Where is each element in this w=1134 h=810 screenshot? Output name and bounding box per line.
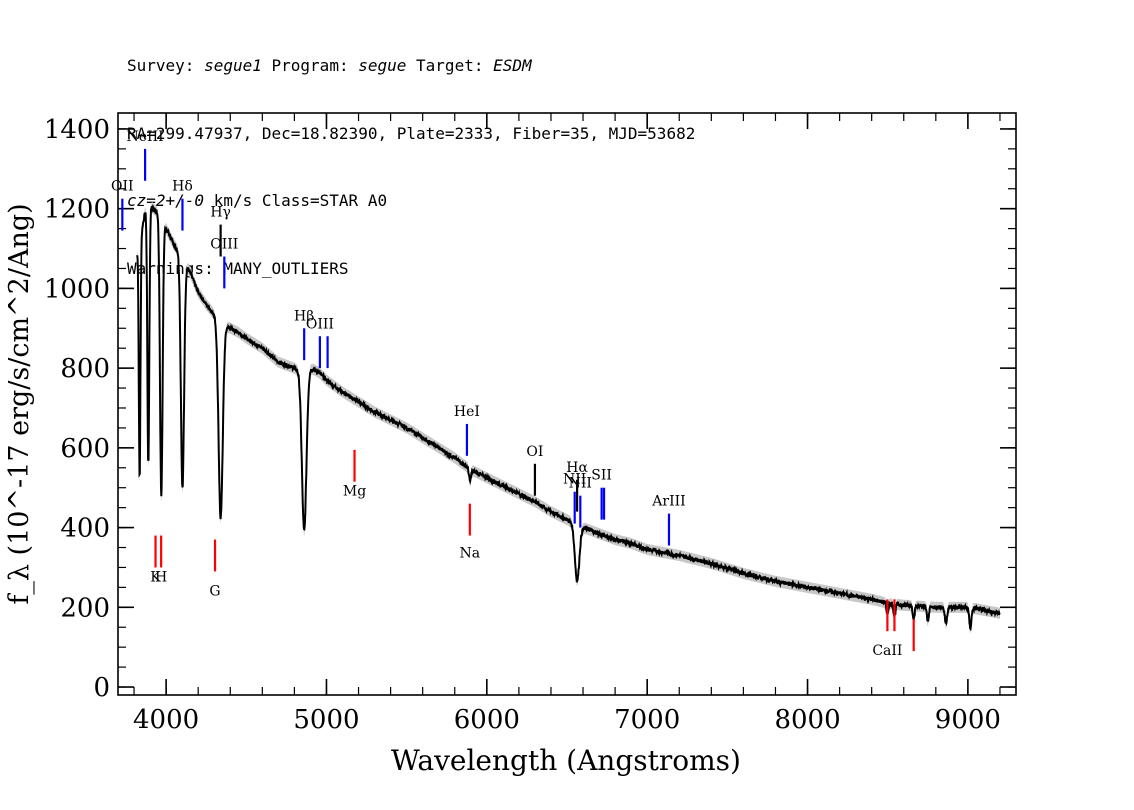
- spectrum-header: Survey: segue1 Program: segue Target: ES…: [127, 10, 695, 303]
- emission-line-label: NII: [563, 472, 586, 488]
- emission-line-label: SII: [591, 468, 612, 484]
- x-axis-label: Wavelength (Angstroms): [391, 744, 741, 777]
- x-tick-label: 9000: [935, 705, 1001, 735]
- emission-line-label: OIII: [210, 237, 238, 253]
- y-tick-label: 1200: [44, 195, 110, 225]
- x-tick-label: 7000: [614, 705, 680, 735]
- emission-line-label: ArIII: [651, 494, 685, 510]
- x-tick-label: 5000: [293, 705, 359, 735]
- emission-line-label: Hα: [566, 460, 588, 476]
- y-tick-label: 400: [60, 514, 110, 544]
- y-tick-label: 800: [60, 354, 110, 384]
- emission-line-label: OI: [526, 444, 543, 460]
- absorption-line-label: K: [150, 569, 161, 585]
- emission-line-label: OII: [111, 179, 134, 195]
- emission-line-label: Hδ: [172, 179, 193, 195]
- absorption-line-label: Mg: [343, 484, 366, 500]
- emission-line-label: Hγ: [210, 205, 231, 221]
- spectrum-series: [136, 202, 1001, 634]
- emission-line-label: NeIII: [127, 129, 164, 145]
- absorption-line-label: G: [209, 583, 220, 599]
- spectrum-line: [136, 204, 1001, 632]
- plot-axes: 4000 5000 6000 7000 8000 9000 0 200 400 600 800 100…: [44, 112, 1017, 735]
- emission-line-label: Hβ: [294, 308, 314, 324]
- absorption-line-label: Na: [460, 545, 481, 561]
- survey-label: Survey:: [127, 56, 195, 75]
- y-tick-label: 200: [60, 593, 110, 623]
- survey-value: segue1: [204, 56, 262, 75]
- header-line-2: RA=299.47937, Dec=18.82390, Plate=2333, …: [127, 123, 696, 143]
- emission-line-label: NII: [569, 476, 592, 492]
- cz-value: cz=2+/-0: [127, 191, 205, 210]
- program-value: segue: [358, 56, 407, 75]
- y-axis-label: f_λ (10^-17 erg/s/cm^2/Ang): [4, 203, 35, 604]
- class-info: km/s Class=STAR A0: [204, 191, 388, 210]
- y-tick-label: 0: [93, 673, 110, 703]
- absorption-line-label: CaII: [872, 643, 902, 659]
- x-tick-label: 8000: [774, 705, 840, 735]
- plot-frame: [117, 112, 1017, 696]
- absorption-line-label: H: [155, 569, 167, 585]
- target-label: Target:: [416, 56, 484, 75]
- emission-line-label: OIII: [306, 316, 334, 332]
- y-axis-label-text: f_λ (10^-17 erg/s/cm^2/Ang): [4, 203, 35, 604]
- program-label: Program:: [271, 56, 349, 75]
- target-value: ESDM: [493, 56, 532, 75]
- x-tick-label: 4000: [133, 705, 199, 735]
- header-line-3: cz=2+/-0 km/s Class=STAR A0: [127, 190, 695, 213]
- emission-line-label: HeI: [454, 404, 480, 420]
- y-tick-label: 1000: [44, 274, 110, 304]
- y-tick-label: 1400: [44, 115, 110, 145]
- error-band: [137, 202, 1000, 634]
- header-line-1: Survey: segue1 Program: segue Target: ES…: [127, 55, 695, 78]
- y-tick-label: 600: [60, 434, 110, 464]
- x-tick-label: 6000: [454, 705, 520, 735]
